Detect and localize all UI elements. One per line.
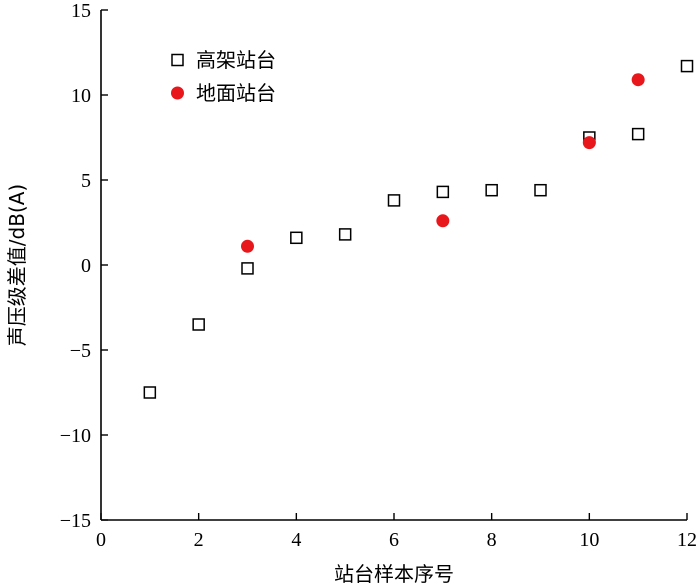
x-tick-label: 8 — [487, 529, 497, 551]
square-marker — [241, 262, 254, 275]
square-marker — [192, 318, 205, 331]
y-tick-label: −5 — [70, 340, 91, 362]
square-marker — [143, 386, 157, 399]
square-marker — [680, 59, 694, 73]
square-marker — [290, 231, 303, 245]
square-marker — [534, 183, 547, 197]
y-tick-label: 15 — [71, 0, 91, 22]
square-marker — [436, 185, 450, 199]
x-tick-label: 6 — [389, 529, 399, 551]
y-tick-label: −10 — [60, 425, 91, 447]
legend-label: 地面站台 — [196, 81, 276, 105]
x-tick-label: 12 — [677, 529, 697, 551]
x-tick-label: 2 — [194, 529, 204, 551]
legend-circle-marker — [171, 86, 184, 100]
y-tick-label: 10 — [71, 85, 91, 107]
y-tick-label: 0 — [81, 255, 91, 277]
x-tick-label: 0 — [96, 529, 106, 551]
x-tick-label: 4 — [291, 529, 301, 551]
ticks: 0 2 4 6 8 10 12 −15 −10 −5 0 5 10 15 — [60, 0, 697, 551]
y-axis-title: 声压级差值/dB(A) — [5, 184, 29, 346]
square-marker — [387, 194, 401, 207]
circle-marker — [241, 239, 254, 253]
legend-square-marker — [171, 53, 184, 67]
data-markers — [143, 59, 694, 399]
circle-marker — [631, 73, 645, 87]
axes — [100, 10, 687, 521]
legend-label: 高架站台 — [196, 48, 276, 72]
circle-marker — [582, 136, 596, 150]
y-tick-label: −15 — [60, 510, 91, 532]
x-tick-label: 10 — [579, 529, 599, 551]
x-axis-title: 站台样本序号 — [334, 562, 454, 586]
square-marker — [631, 127, 645, 141]
square-marker — [338, 228, 352, 241]
circle-marker — [436, 214, 450, 228]
y-tick-label: 5 — [81, 170, 91, 192]
square-marker — [485, 183, 498, 197]
